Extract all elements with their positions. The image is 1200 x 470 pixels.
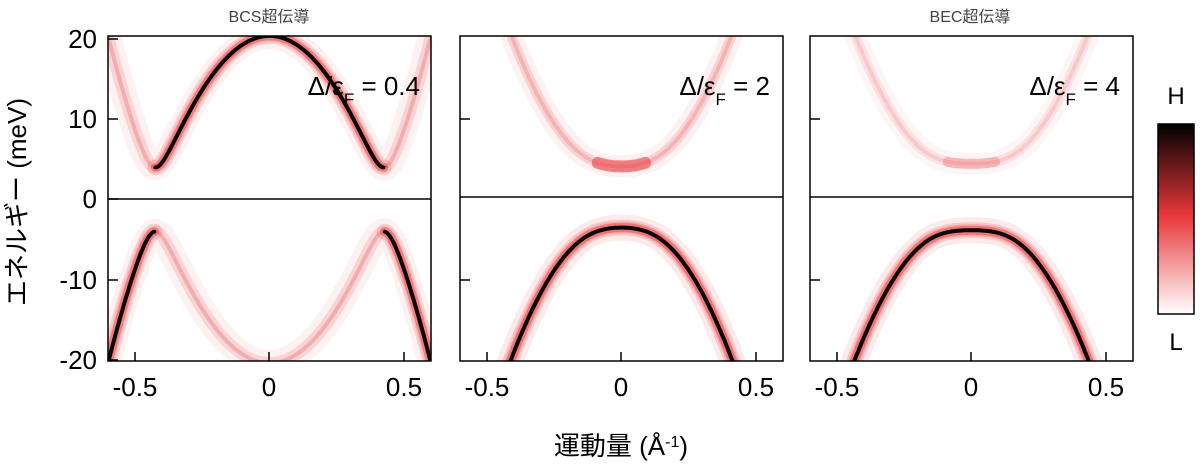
- x-axis-panel-3: -0.5 0 0.5: [815, 352, 1124, 402]
- x-tick-label: -0.5: [815, 372, 860, 402]
- lower-branch-core-0: [852, 228, 1091, 361]
- panel-intensity: [108, 36, 431, 361]
- x-tick-label: -0.5: [465, 372, 510, 402]
- lower-branch-halo: [108, 218, 431, 361]
- x-axis-panel-1: -0.5 0 0.5: [113, 352, 422, 402]
- upper-branch-bottom-spot: [591, 156, 652, 173]
- x-tick-label: 0: [964, 372, 978, 402]
- lower-branch-weak: [108, 229, 431, 361]
- colorbar-gradient: [1157, 123, 1195, 315]
- y-tick-label: -20: [59, 345, 97, 375]
- colorbar-low-label: L: [1169, 329, 1182, 356]
- upper-branch-bottom-spot: [942, 156, 1001, 169]
- lower-branch-strong-halo-0: [845, 222, 1098, 361]
- y-tick-label: 0: [83, 184, 97, 214]
- upper-branch-glow: [850, 36, 1093, 169]
- y-tick-label: -10: [59, 265, 97, 295]
- x-tick-label: 0.5: [386, 372, 422, 402]
- lower-branch-core-0: [508, 225, 735, 361]
- y-axis: 20 10 0 -10 -20 エネルギー (meV): [2, 24, 118, 375]
- y-axis-label: エネルギー (meV): [2, 98, 32, 306]
- panel-title: BEC超伝導: [930, 7, 1011, 26]
- x-axis-panel-2: -0.5 0 0.5: [465, 352, 774, 402]
- lower-branch-core-1: [382, 229, 431, 361]
- gap-ratio-label: Δ/εF = 2: [679, 71, 770, 109]
- x-tick-label: 0: [614, 372, 628, 402]
- panel-bcs: BCS超伝導 Δ/εF = 0.4: [107, 7, 432, 362]
- panel-intensity: [496, 36, 747, 361]
- panel-title: BCS超伝導: [229, 7, 310, 26]
- lower-branch-core-0: [108, 229, 157, 361]
- gap-ratio-label: Δ/εF = 4: [1029, 71, 1120, 109]
- y-tick-label: 20: [68, 24, 97, 54]
- upper-branch-halo: [108, 36, 431, 181]
- x-tick-label: 0.5: [1088, 372, 1124, 402]
- colorbar-high-label: H: [1167, 83, 1184, 110]
- x-tick-label: 0.5: [738, 372, 774, 402]
- lower-branch-strong-glow-0: [505, 223, 738, 361]
- panel-crossover: Δ/εF = 2: [459, 35, 784, 362]
- x-axis-label: 運動量 (Å-1): [554, 431, 688, 461]
- upper-branch-weak: [853, 36, 1090, 166]
- panel-intensity: [840, 36, 1103, 361]
- upper-branch-halo: [843, 36, 1100, 175]
- x-tick-label: 0: [262, 372, 276, 402]
- colorbar: H L: [1157, 83, 1195, 356]
- x-tick-label: -0.5: [113, 372, 158, 402]
- lower-branch-glow: [108, 225, 431, 361]
- y-minor-ticks: [460, 118, 820, 281]
- panel-bec: BEC超伝導 Δ/εF = 4: [809, 7, 1134, 362]
- y-tick-label: 10: [68, 104, 97, 134]
- upper-branch-core-0: [153, 36, 386, 170]
- gap-ratio-label: Δ/εF = 0.4: [308, 71, 420, 109]
